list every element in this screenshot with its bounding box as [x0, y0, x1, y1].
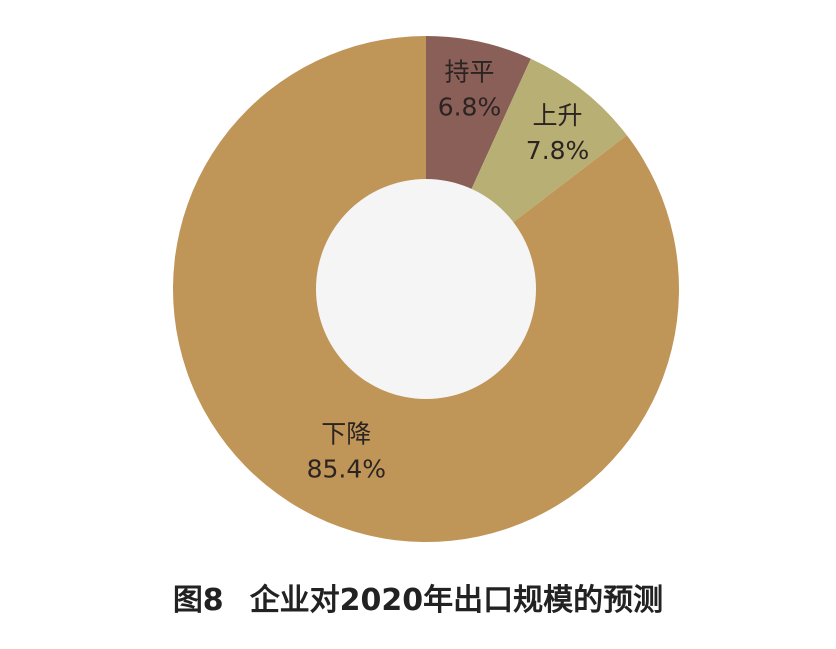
labels-group: 持平 6.8% 上升 7.8% 下降 85.4%: [307, 58, 590, 484]
slice-category-label: 上升: [533, 101, 583, 130]
donut-hole: [316, 179, 536, 399]
slice-value-label: 6.8%: [438, 93, 502, 122]
slice-category-label: 下降: [321, 419, 371, 448]
figure-number: 图8: [172, 583, 224, 618]
donut-chart: 持平 6.8% 上升 7.8% 下降 85.4%: [172, 36, 679, 542]
figure-caption: 图8 企业对2020年出口规模的预测: [0, 575, 836, 619]
slice-category-label: 持平: [444, 58, 494, 87]
chart-title: 企业对2020年出口规模的预测: [249, 583, 664, 618]
slice-value-label: 7.8%: [526, 136, 590, 165]
slice-value-label: 85.4%: [307, 454, 386, 483]
